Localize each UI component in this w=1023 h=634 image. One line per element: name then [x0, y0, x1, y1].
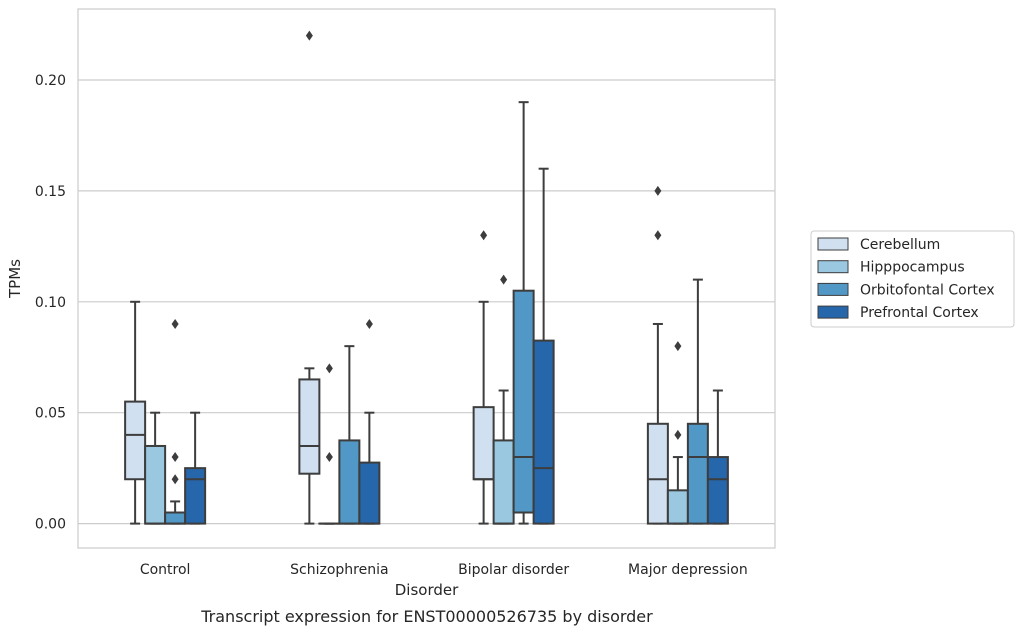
- x-tick-labels: Control Schizophrenia Bipolar disorder Majo…: [140, 562, 748, 578]
- outlier-point: [365, 318, 373, 329]
- box-body: [184, 467, 207, 525]
- box-cerebellum: [646, 185, 669, 525]
- box-body: [338, 439, 361, 525]
- box-hipppocampus: [492, 274, 515, 525]
- box-body: [532, 339, 555, 525]
- x-tick-label: Major depression: [628, 562, 748, 578]
- box-hipppocampus: [666, 341, 689, 525]
- box-body: [298, 378, 321, 475]
- x-tick-label: Schizophrenia: [290, 562, 388, 578]
- outlier-point: [325, 452, 333, 463]
- box-body: [646, 422, 669, 525]
- y-tick-label: 0.20: [35, 73, 66, 89]
- y-gridlines: [78, 79, 775, 525]
- legend-swatch: [817, 305, 849, 319]
- outlier-point: [171, 452, 179, 463]
- outlier-point: [171, 318, 179, 329]
- outlier-point: [674, 341, 682, 352]
- box-body: [492, 439, 515, 525]
- box-prefrontal-cortex: [532, 167, 555, 525]
- outlier-point: [305, 30, 313, 41]
- box-prefrontal-cortex: [184, 411, 207, 525]
- box-orbitofontal-cortex: [512, 101, 535, 525]
- box-cerebellum: [472, 230, 495, 525]
- box-body: [706, 456, 729, 525]
- box-body: [124, 400, 147, 481]
- x-tick-label: Control: [140, 562, 191, 578]
- legend-frame: [810, 230, 1015, 328]
- box-body: [686, 422, 709, 525]
- box-hipppocampus: [144, 411, 167, 525]
- y-tick-labels: 0.00 0.05 0.10 0.15 0.20: [35, 73, 66, 533]
- outlier-point: [171, 474, 179, 485]
- outlier-point: [325, 363, 333, 374]
- box-body: [512, 289, 535, 514]
- box-prefrontal-cortex: [358, 318, 381, 525]
- box-body: [144, 444, 167, 525]
- legend-label: Cerebellum: [860, 237, 940, 253]
- outlier-point: [480, 230, 488, 241]
- plot-area-frame: [77, 8, 776, 549]
- legend-label: Orbitofontal Cortex: [860, 282, 995, 298]
- box-body: [164, 511, 187, 525]
- legend-label: Prefrontal Cortex: [860, 305, 979, 321]
- box-body: [472, 406, 495, 481]
- y-tick-label: 0.00: [35, 517, 66, 533]
- box-orbitofontal-cortex: [164, 318, 187, 525]
- y-tick-label: 0.10: [35, 295, 66, 311]
- box-orbitofontal-cortex: [338, 345, 361, 525]
- legend-label: Hipppocampus: [860, 260, 965, 276]
- legend-swatch: [817, 237, 849, 251]
- legend-swatch: [817, 260, 849, 274]
- outlier-point: [500, 274, 508, 285]
- y-tick-label: 0.05: [35, 406, 66, 422]
- box-prefrontal-cortex: [706, 389, 729, 525]
- box-body: [666, 489, 689, 525]
- outlier-point: [654, 185, 662, 196]
- box-cerebellum: [298, 30, 321, 525]
- legend-swatch: [817, 282, 849, 296]
- chart-caption: Transcript expression for ENST0000052673…: [200, 607, 653, 626]
- box-groups: [124, 30, 729, 525]
- x-tick-label: Bipolar disorder: [458, 562, 569, 578]
- legend: Cerebellum Hipppocampus Orbitofontal Corte…: [810, 230, 1015, 328]
- box-hipppocampus: [318, 363, 341, 525]
- box-cerebellum: [124, 300, 147, 525]
- x-axis-label: Disorder: [395, 581, 459, 599]
- outlier-point: [674, 429, 682, 440]
- box-body: [358, 461, 381, 525]
- y-axis-label: TPMs: [6, 259, 24, 299]
- outlier-point: [654, 230, 662, 241]
- box-orbitofontal-cortex: [686, 278, 709, 525]
- y-tick-label: 0.15: [35, 184, 66, 200]
